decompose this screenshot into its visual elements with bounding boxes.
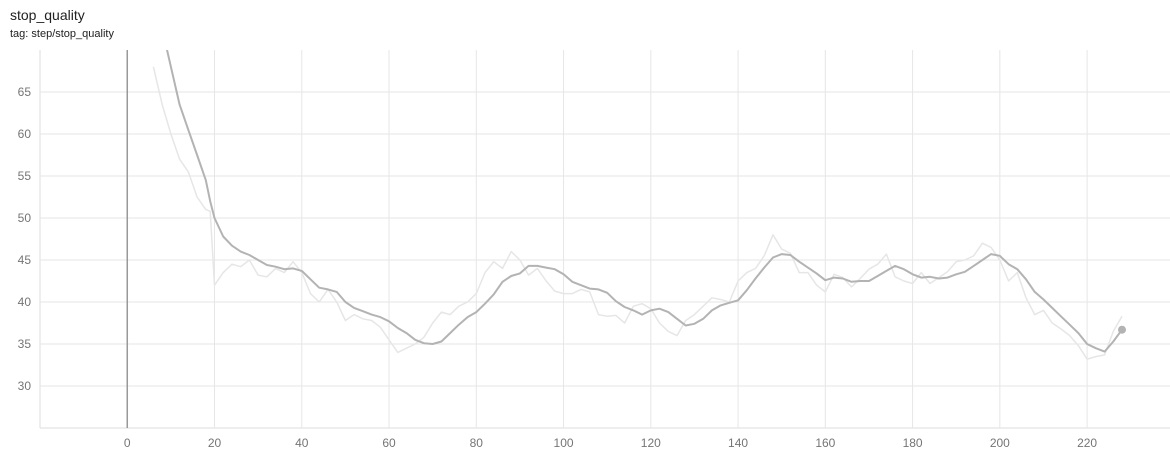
x-tick-label: 120 bbox=[641, 436, 661, 450]
plot bbox=[152, 50, 1127, 360]
grid: 30 35 40 45 50 55 60 65 0 20 40 60 80 100 120 140 160 180… bbox=[18, 50, 1170, 450]
x-tick-label: 100 bbox=[554, 436, 574, 450]
x-tick-label: 220 bbox=[1077, 436, 1097, 450]
x-tick-label: 60 bbox=[382, 436, 396, 450]
end-point bbox=[1118, 325, 1127, 334]
chart-subtitle: tag: step/stop_quality bbox=[10, 28, 114, 40]
y-tick-label: 60 bbox=[18, 127, 32, 141]
y-tick-label: 40 bbox=[18, 295, 32, 309]
x-tick-label: 40 bbox=[295, 436, 309, 450]
x-tick-label: 0 bbox=[124, 436, 131, 450]
x-tick-label: 180 bbox=[903, 436, 923, 450]
chart-title: stop_quality bbox=[10, 7, 85, 23]
y-tick-label: 35 bbox=[18, 337, 32, 351]
y-tick-label: 55 bbox=[18, 169, 32, 183]
y-tick-label: 65 bbox=[18, 85, 32, 99]
line-smoothed bbox=[166, 50, 1123, 353]
x-tick-label: 80 bbox=[470, 436, 484, 450]
y-tick-label: 30 bbox=[18, 379, 32, 393]
line-raw bbox=[152, 66, 1123, 360]
x-tick-label: 200 bbox=[990, 436, 1010, 450]
x-tick-label: 20 bbox=[208, 436, 222, 450]
y-tick-label: 50 bbox=[18, 211, 32, 225]
x-tick-label: 140 bbox=[728, 436, 748, 450]
y-tick-label: 45 bbox=[18, 253, 32, 267]
x-tick-label: 160 bbox=[815, 436, 835, 450]
